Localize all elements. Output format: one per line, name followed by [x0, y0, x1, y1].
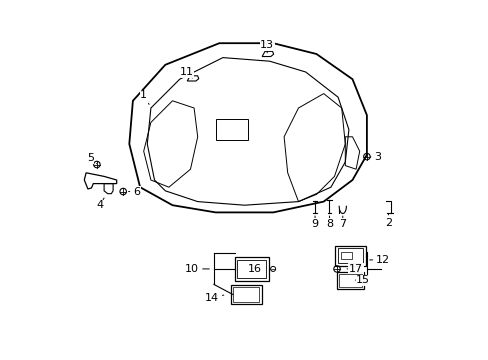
Text: 8: 8	[325, 216, 332, 229]
Text: 15: 15	[355, 275, 369, 285]
Text: 13: 13	[260, 40, 274, 53]
Text: 14: 14	[204, 293, 224, 303]
Text: 11: 11	[180, 67, 194, 78]
Bar	[237, 260, 266, 278]
Text: 1: 1	[140, 90, 149, 104]
Text: 7: 7	[339, 216, 346, 229]
Text: 17: 17	[346, 264, 363, 274]
Bar	[230, 284, 261, 305]
Text: 3: 3	[370, 152, 381, 162]
Text: 4: 4	[96, 198, 104, 210]
Text: 9: 9	[311, 216, 318, 229]
Text: 2: 2	[384, 214, 391, 228]
Text: 6: 6	[128, 186, 140, 197]
Bar	[335, 246, 365, 266]
Bar	[234, 257, 268, 281]
Bar	[337, 272, 364, 289]
Text: 12: 12	[369, 255, 389, 265]
Bar	[339, 274, 361, 287]
Bar	[337, 248, 363, 263]
Bar	[340, 252, 351, 259]
Text: 5: 5	[87, 153, 97, 164]
Bar	[215, 119, 247, 140]
Text: 10: 10	[185, 264, 209, 274]
Bar	[233, 287, 259, 302]
Text: 16: 16	[248, 264, 262, 274]
